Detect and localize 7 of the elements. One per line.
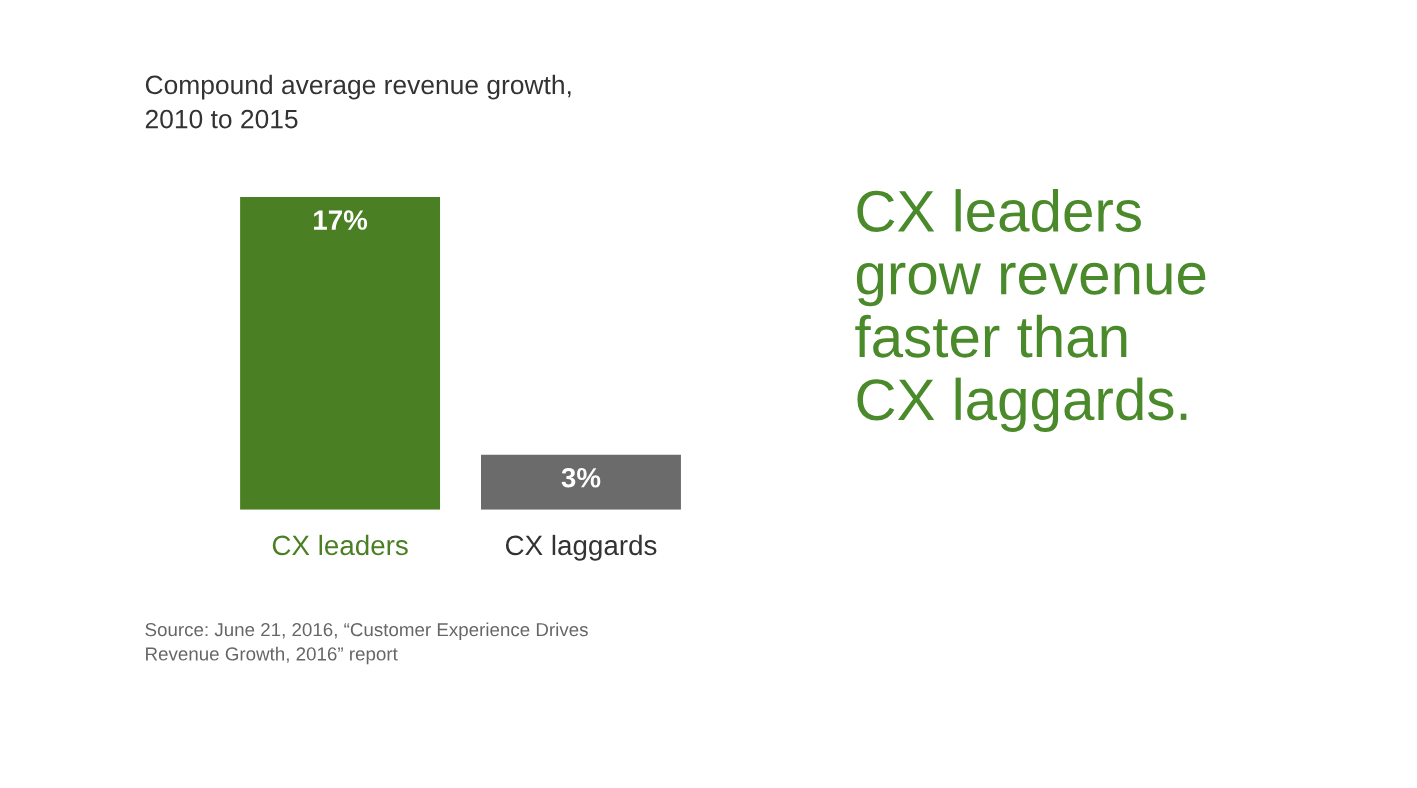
x-tick-label: CX laggards	[505, 534, 657, 561]
text: CX leaders grow revenue faster than CX laggards.	[855, 189, 1206, 432]
chart-title: Compound average revenue growth, 2010 to 2015	[145, 74, 571, 129]
data-label: 17%	[314, 210, 368, 230]
source-note: Source: June 21, 2016, “Customer Experience Drives Revenue Growth, 2016” report	[145, 622, 588, 665]
x-tick-label: CX leaders	[272, 534, 408, 556]
data-label: 3%	[561, 467, 601, 488]
